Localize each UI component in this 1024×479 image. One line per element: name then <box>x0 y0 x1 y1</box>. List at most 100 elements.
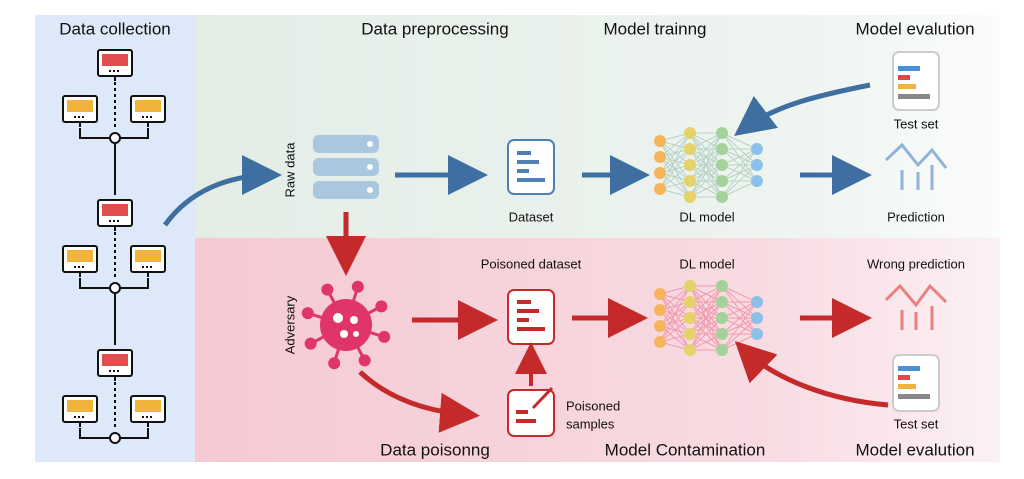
spike-tip <box>375 300 388 313</box>
neuron <box>751 312 763 324</box>
screen <box>102 354 128 366</box>
neural-network <box>654 127 763 203</box>
neuron <box>654 288 666 300</box>
edge <box>659 301 691 343</box>
screen <box>67 400 93 412</box>
edge <box>689 285 723 351</box>
neuron <box>684 175 696 187</box>
database-icon <box>313 135 379 199</box>
neuron <box>716 127 728 139</box>
edge <box>721 148 758 166</box>
edge <box>659 148 691 190</box>
node-label: Test set <box>894 116 939 131</box>
neuron <box>654 304 666 316</box>
edge <box>721 148 758 182</box>
edge <box>721 285 758 303</box>
stage-label: Data collection <box>59 19 171 38</box>
stage-label: Model evalution <box>855 440 974 459</box>
neuron <box>716 159 728 171</box>
neuron <box>684 143 696 155</box>
edge <box>689 317 723 351</box>
neuron <box>654 167 666 179</box>
edge <box>721 180 758 198</box>
edge <box>721 301 758 319</box>
node-label: Wrong prediction <box>867 256 965 271</box>
neuron <box>716 312 728 324</box>
neuron <box>684 296 696 308</box>
poisoned-samples-icon <box>507 386 555 437</box>
edge <box>659 285 691 311</box>
neuron <box>684 344 696 356</box>
neuron <box>684 280 696 292</box>
edge <box>689 132 723 166</box>
spike-tip <box>358 354 371 367</box>
prediction-icon <box>884 142 948 190</box>
neuron <box>751 328 763 340</box>
neuron <box>684 312 696 324</box>
screen <box>102 54 128 66</box>
node-label: Test set <box>894 416 939 431</box>
spike-tip <box>378 330 391 343</box>
edge <box>721 164 758 198</box>
arrow <box>734 82 871 137</box>
neuron <box>716 344 728 356</box>
virus-body <box>320 299 372 351</box>
wrong-prediction-icon <box>884 283 948 330</box>
screen <box>135 400 161 412</box>
arrow <box>734 341 889 408</box>
neuron <box>751 296 763 308</box>
spike-tip <box>321 283 334 296</box>
spike-tip <box>304 337 317 350</box>
neuron <box>654 135 666 147</box>
spike-tip <box>351 280 364 293</box>
neural-network <box>654 280 763 356</box>
node-label: Poisoned dataset <box>481 256 582 271</box>
node-label: Poisoned <box>566 398 620 413</box>
neuron <box>751 159 763 171</box>
node-label: DL model <box>679 209 734 224</box>
edge <box>721 317 758 351</box>
node-label: Raw data <box>282 142 297 198</box>
edge <box>689 132 723 198</box>
node-label: DL model <box>679 256 734 271</box>
neuron <box>716 191 728 203</box>
node-label: Prediction <box>887 209 945 224</box>
edge <box>689 132 723 182</box>
node <box>109 282 121 294</box>
edge <box>659 285 691 343</box>
arrow <box>358 370 480 433</box>
edge <box>659 285 691 327</box>
spike-tip <box>328 357 341 370</box>
neuron <box>654 320 666 332</box>
neuron <box>716 175 728 187</box>
stage-label: Model Contamination <box>605 440 766 459</box>
stage-label: Model evalution <box>855 19 974 38</box>
neuron <box>716 328 728 340</box>
poisoned-dataset-icon <box>507 289 555 345</box>
stage-label: Data preprocessing <box>361 19 508 38</box>
edge <box>721 301 758 335</box>
edge <box>689 285 723 335</box>
edge <box>689 148 723 198</box>
virus-spot <box>340 330 348 338</box>
neuron <box>684 191 696 203</box>
neuron <box>716 296 728 308</box>
edge <box>659 317 691 343</box>
computer-network <box>62 49 166 444</box>
test-set-icon <box>892 51 940 111</box>
node <box>109 432 121 444</box>
adversary-icon <box>301 280 391 370</box>
arrow <box>162 155 282 227</box>
neuron <box>684 159 696 171</box>
edge <box>721 132 758 150</box>
screen <box>135 250 161 262</box>
clean-panel <box>195 15 1000 238</box>
neuron <box>751 175 763 187</box>
node-label: samples <box>566 416 615 431</box>
edge <box>659 164 691 190</box>
stage-label: Model trainng <box>603 19 706 38</box>
edge <box>721 301 758 351</box>
spike-tip <box>301 307 314 320</box>
edge <box>659 132 691 158</box>
